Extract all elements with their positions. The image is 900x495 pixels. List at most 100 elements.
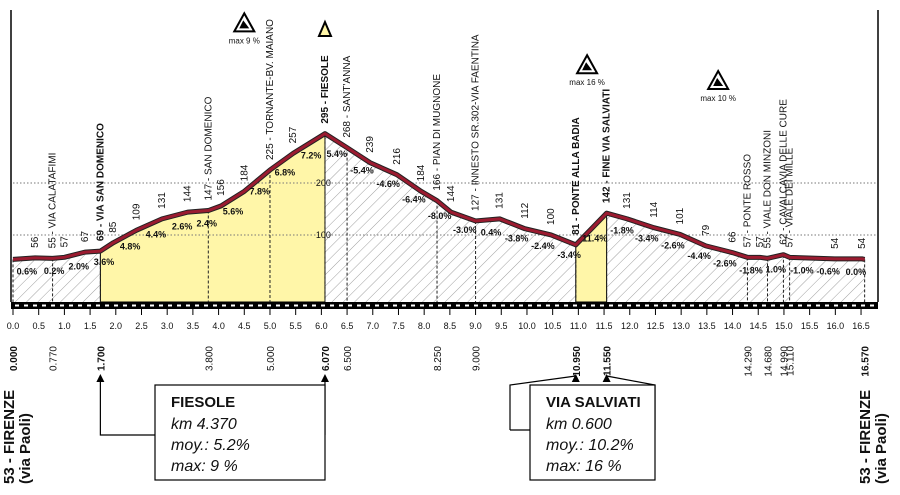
climb-box [529, 384, 656, 481]
x-tick-label: 16.0 [827, 321, 845, 331]
ruler-dash [258, 304, 262, 307]
point-label: 257 [288, 126, 299, 143]
ruler-dash [411, 304, 415, 307]
ruler-dash [681, 304, 685, 307]
y-tick-label: 200 [316, 178, 331, 188]
gradient-label: 2.6% [172, 222, 193, 232]
ruler-dash [177, 304, 181, 307]
x-tick-label: 3.5 [187, 321, 200, 331]
gradient-label: -1.8% [739, 265, 763, 275]
climb-length: km 0.600 [546, 416, 612, 433]
ruler-dash [456, 304, 460, 307]
place-name: 53 - FIRENZE [1, 390, 18, 484]
x-tick-label: 14.0 [724, 321, 742, 331]
gradient-label: -2.6% [713, 259, 737, 269]
ruler-dash [762, 304, 766, 307]
ruler-dash [168, 304, 172, 307]
ruler-dash [42, 304, 46, 307]
x-tick-label: 16.5 [852, 321, 870, 331]
point-label: 127 - INNESTO SR.302-VIA FAENTINA [471, 34, 482, 211]
gradient-label: 7.8% [249, 187, 270, 197]
km-mark-label: 8.250 [433, 346, 444, 371]
ruler-dash [204, 304, 208, 307]
ruler-dash [222, 304, 226, 307]
ruler-dash [123, 304, 127, 307]
ruler-dash [816, 304, 820, 307]
ruler-dash [510, 304, 514, 307]
point-label: 57 [59, 236, 70, 248]
point-label: 79 [701, 224, 712, 236]
ruler-dash [141, 304, 145, 307]
ruler-dash [591, 304, 595, 307]
climb-max: max: 16 % [546, 458, 622, 475]
gradient-label: -3.0% [453, 225, 477, 235]
ruler-dash [699, 304, 703, 307]
y-tick-label: 100 [316, 230, 331, 240]
km-mark-label: 6.070 [321, 346, 332, 371]
km-mark-label: 11.550 [603, 346, 614, 376]
gradient-label: 0.0% [846, 267, 867, 277]
ruler-dash [429, 304, 433, 307]
x-tick-label: 4.5 [238, 321, 251, 331]
ruler-dash [492, 304, 496, 307]
x-tick-label: 2.5 [135, 321, 148, 331]
ruler-dash [321, 304, 325, 307]
point-label: 268 - SANT'ANNA [342, 55, 353, 137]
place-name: 53 - FIRENZE [857, 390, 874, 484]
point-label: 131 [622, 192, 633, 209]
point-label: 81 - PONTE ALLA BADIA [571, 117, 582, 235]
ruler-dash [132, 304, 136, 307]
x-tick-label: 8.0 [418, 321, 431, 331]
x-tick-label: 1.0 [58, 321, 71, 331]
x-tick-label: 0.5 [32, 321, 45, 331]
ruler-dash [663, 304, 667, 307]
max-label: max 16 % [569, 78, 605, 87]
ruler-dash [420, 304, 424, 307]
gradient-label: 3.6% [94, 257, 115, 267]
x-tick-label: 9.5 [495, 321, 508, 331]
x-tick-label: 12.5 [647, 321, 665, 331]
ruler-dash [213, 304, 217, 307]
km-mark-label: 5.000 [266, 346, 277, 371]
x-tick-label: 10.0 [518, 321, 536, 331]
point-label: 216 [392, 148, 403, 165]
ruler-dash [528, 304, 532, 307]
ruler-dash [771, 304, 775, 307]
point-label: 184 [416, 164, 427, 181]
point-label: 109 [131, 203, 142, 220]
km-mark-label: 14.680 [763, 346, 774, 377]
point-label: 55 - VIALE DON MINZONI [762, 130, 773, 248]
climb-length: km 4.370 [171, 416, 237, 433]
x-tick-label: 7.0 [367, 321, 380, 331]
climb-name: FIESOLE [171, 394, 235, 411]
x-tick-label: 7.5 [392, 321, 405, 331]
gradient-label: -0.6% [816, 267, 840, 277]
ruler-dash [573, 304, 577, 307]
ruler-dash [726, 304, 730, 307]
point-label: 184 [239, 164, 250, 181]
gradient-label: 0.6% [17, 266, 38, 276]
x-tick-label: 15.0 [775, 321, 793, 331]
km-mark-label: 10.950 [572, 346, 583, 377]
gradient-label: -3.4% [557, 250, 581, 260]
ruler-dash [231, 304, 235, 307]
ruler-dash [465, 304, 469, 307]
gradient-label: -1.8% [610, 225, 634, 235]
ruler-dash [474, 304, 478, 307]
ruler-dash [789, 304, 793, 307]
x-tick-label: 13.5 [698, 321, 716, 331]
climb-average: moy.: 10.2% [546, 437, 634, 454]
ruler-dash [564, 304, 568, 307]
ruler-dash [312, 304, 316, 307]
ruler-dash [150, 304, 154, 307]
gradient-label: 4.8% [120, 242, 141, 252]
ruler-dash [249, 304, 253, 307]
x-tick-label: 6.5 [341, 321, 354, 331]
km-mark-label: 9.000 [472, 346, 483, 371]
ruler-dash [645, 304, 649, 307]
ruler-dash [609, 304, 613, 307]
ruler-dash [69, 304, 73, 307]
gradient-label: 2.0% [69, 262, 90, 272]
ruler-dash [753, 304, 757, 307]
